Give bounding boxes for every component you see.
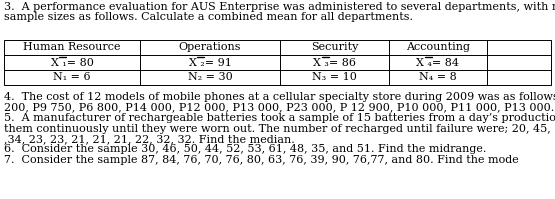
Text: sample sizes as follows. Calculate a combined mean for all departments.: sample sizes as follows. Calculate a com… xyxy=(4,12,413,22)
Text: 4.  The cost of 12 models of mobile phones at a cellular specialty store during : 4. The cost of 12 models of mobile phone… xyxy=(4,92,555,102)
Text: X ₃= 86: X ₃= 86 xyxy=(313,58,356,67)
Text: 6.  Consider the sample 30, 46, 50, 44, 52, 53, 61, 48, 35, and 51. Find the mid: 6. Consider the sample 30, 46, 50, 44, 5… xyxy=(4,144,486,154)
Text: X ₁= 80: X ₁= 80 xyxy=(51,58,93,67)
Text: Operations: Operations xyxy=(179,43,241,53)
Text: 200, P9 750, P6 800, P14 000, P12 000, P13 000, P23 000, P 12 900, P10 000, P11 : 200, P9 750, P6 800, P14 000, P12 000, P… xyxy=(4,102,554,112)
Bar xyxy=(4,40,551,85)
Text: X ₄= 84: X ₄= 84 xyxy=(416,58,460,67)
Text: 5.  A manufacturer of rechargeable batteries took a sample of 15 batteries from : 5. A manufacturer of rechargeable batter… xyxy=(4,113,555,123)
Text: them continuously until they were worn out. The number of recharged until failur: them continuously until they were worn o… xyxy=(4,124,555,134)
Text: 7.  Consider the sample 87, 84, 76, 70, 76, 80, 63, 76, 39, 90, 76,77, and 80. F: 7. Consider the sample 87, 84, 76, 70, 7… xyxy=(4,155,519,165)
Text: ,34, 23, 23, 21, 21, 21, 22, 32, 32. Find the median.: ,34, 23, 23, 21, 21, 21, 22, 32, 32. Fin… xyxy=(4,134,295,144)
Text: Accounting: Accounting xyxy=(406,43,470,53)
Text: N₂ = 30: N₂ = 30 xyxy=(188,72,233,83)
Text: N₁ = 6: N₁ = 6 xyxy=(53,72,91,83)
Text: Human Resource: Human Resource xyxy=(23,43,121,53)
Text: 3.  A performance evaluation for AUS Enterprise was administered to several depa: 3. A performance evaluation for AUS Ente… xyxy=(4,2,555,12)
Text: Security: Security xyxy=(311,43,358,53)
Text: N₄ = 8: N₄ = 8 xyxy=(419,72,457,83)
Text: X ₂= 91: X ₂= 91 xyxy=(189,58,231,67)
Text: N₃ = 10: N₃ = 10 xyxy=(312,72,357,83)
